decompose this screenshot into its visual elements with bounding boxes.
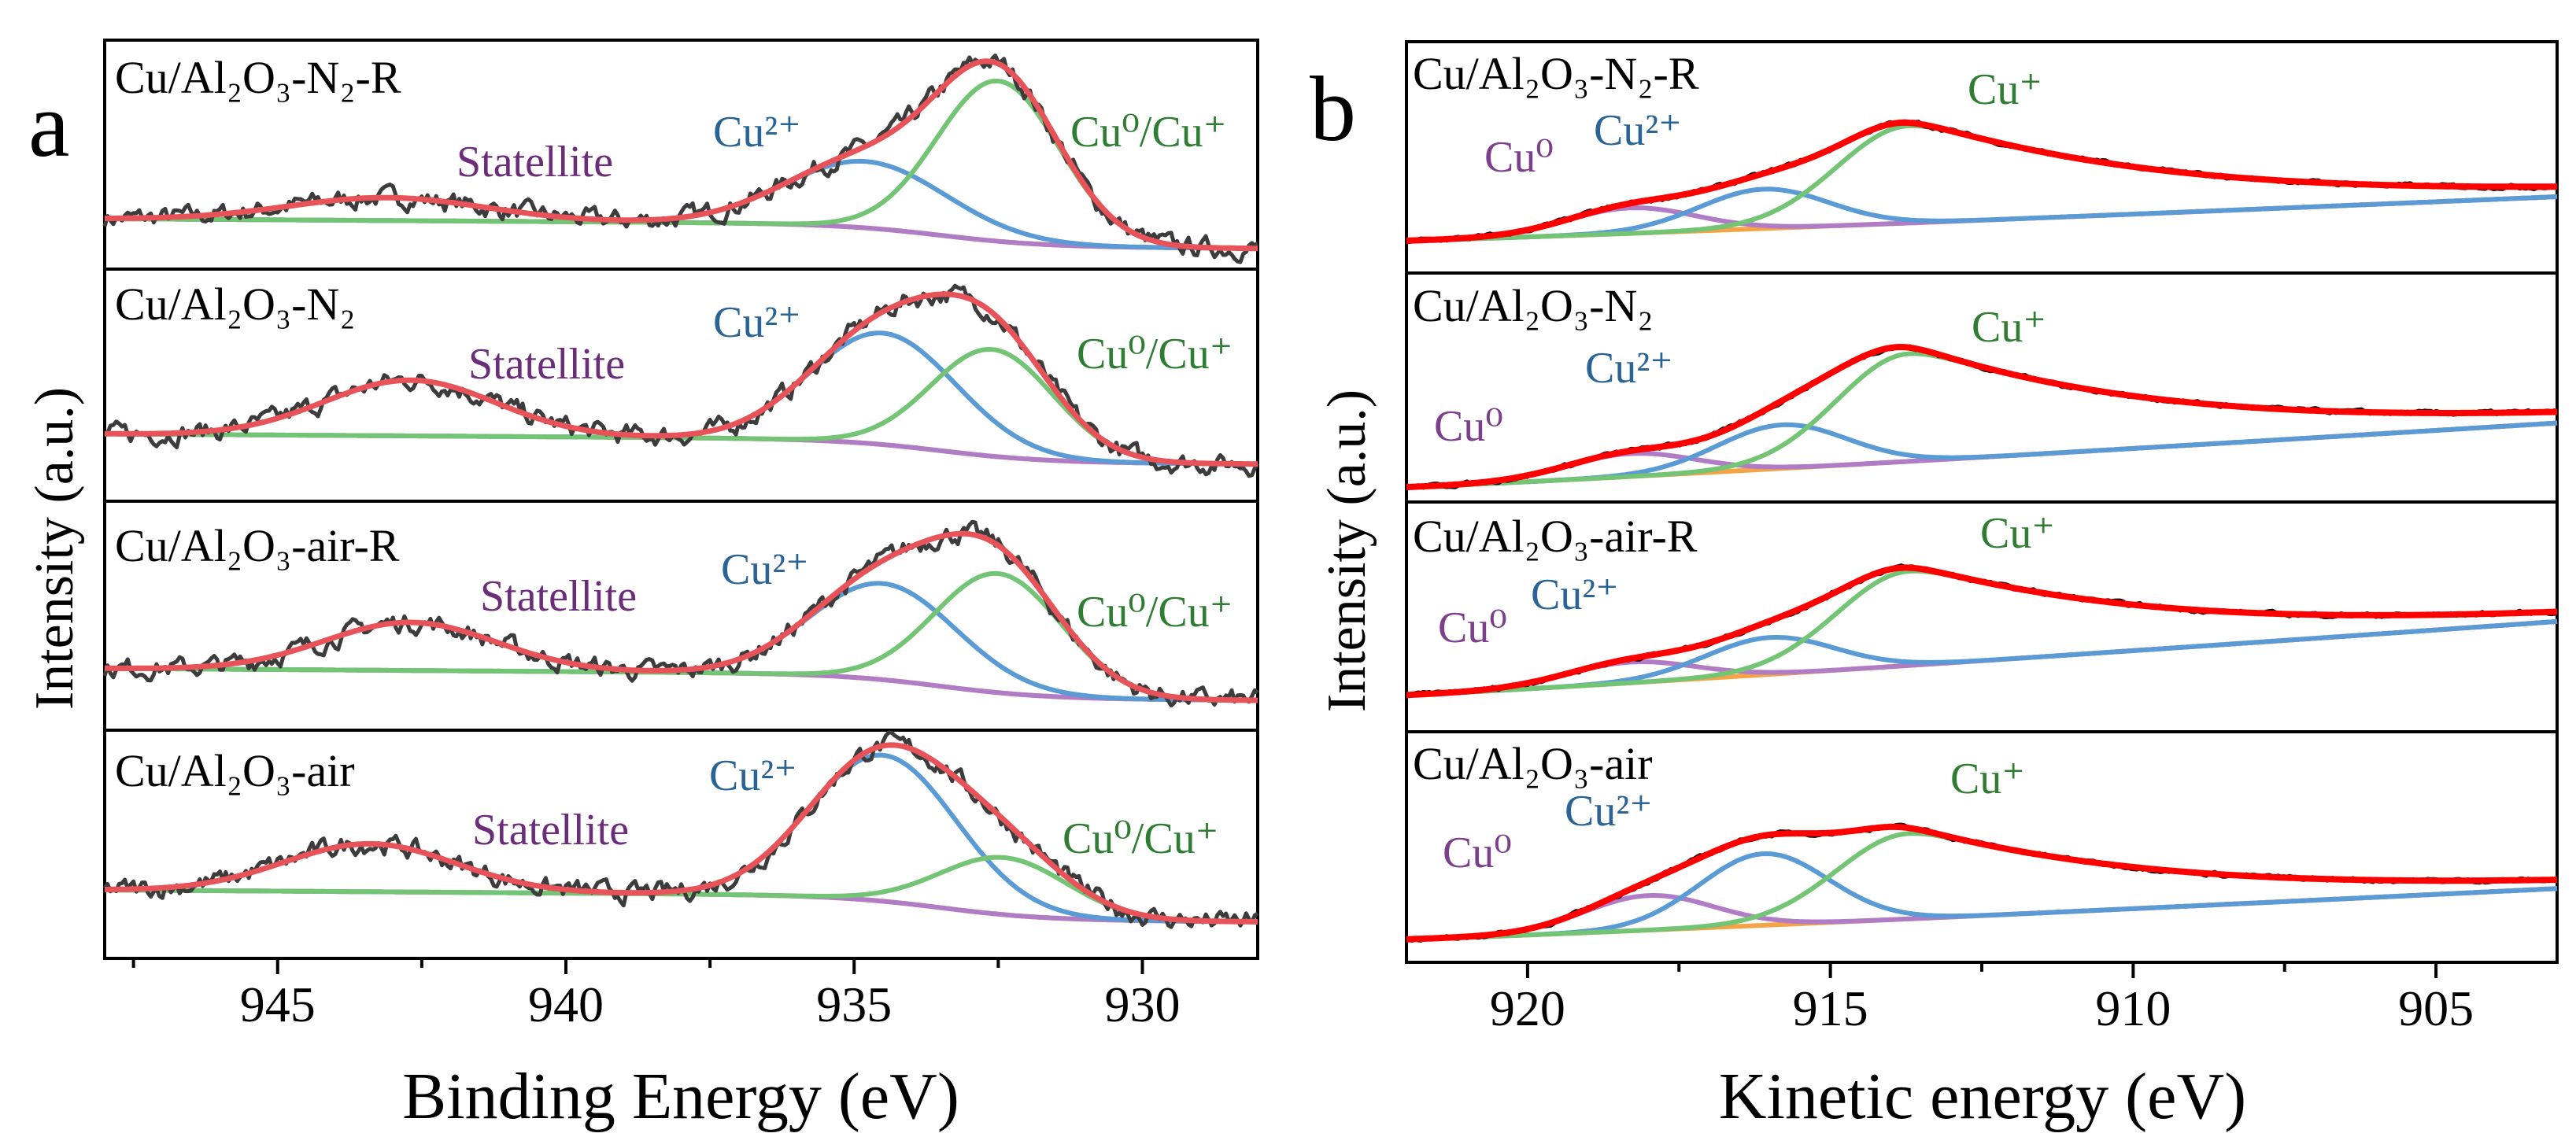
fit-envelope-curve (1406, 564, 2558, 699)
panel-letter-a: a (28, 73, 70, 176)
fit-envelope-curve (105, 58, 1258, 252)
x-tick-label: 945 (240, 976, 316, 1032)
sample-label: Cu/Al₂O₃-N₂ (115, 279, 356, 330)
sample-label: Cu/Al₂O₃-air (1413, 738, 1653, 789)
x-tick-label: 910 (2095, 980, 2171, 1036)
y-axis-title-b: Intensity (a.u.) (1317, 389, 1377, 713)
x-tick-label: 935 (816, 976, 892, 1032)
x-tick-label: 930 (1105, 976, 1181, 1032)
fit-envelope-curve (1406, 343, 2557, 490)
x-axis-title-b: Kinetic energy (eV) (1718, 1060, 2247, 1133)
sample-label: Cu/Al₂O₃-air-R (115, 520, 400, 571)
component-label: Cu⁰ (1438, 604, 1507, 652)
fit-envelope-curve (1406, 823, 2558, 943)
x-tick-label: 940 (528, 976, 604, 1032)
component-curve-2 (105, 346, 1258, 467)
sample-label: Cu/Al₂O₃-N₂-R (115, 52, 401, 103)
component-label: Cu⁺ (1950, 755, 2025, 803)
sample-label: Cu/Al₂O₃-N₂-R (1413, 48, 1699, 99)
component-label: Cu⁰/Cu⁺ (1077, 330, 1233, 378)
component-curve-2 (105, 78, 1258, 251)
component-curve-2 (105, 855, 1258, 925)
fit-envelope-curve (1406, 119, 2557, 244)
component-label: Cu⁺ (1968, 65, 2042, 114)
panel-letter-b: b (1310, 57, 1356, 161)
component-label: Cu⁰/Cu⁺ (1070, 108, 1227, 157)
raw-data-curve (103, 283, 1260, 478)
sample-label: Cu/Al₂O₃-N₂ (1413, 280, 1654, 331)
component-label: Cu²⁺ (1594, 106, 1682, 155)
y-axis-title-a: Intensity (a.u.) (24, 386, 85, 711)
component-label: Cu⁰ (1434, 402, 1503, 451)
component-label: Cu⁰ (1484, 133, 1554, 182)
fit-envelope-curve (105, 742, 1258, 925)
x-tick-label: 905 (2398, 980, 2474, 1036)
component-label: Cu⁰ (1443, 829, 1512, 877)
component-label: Statellite (472, 806, 630, 855)
x-tick-label: 915 (1793, 980, 1868, 1036)
x-axis-title-a: Binding Energy (eV) (402, 1060, 959, 1133)
component-label: Cu⁺ (1980, 509, 2055, 558)
component-curve-2 (1406, 351, 2557, 490)
fit-envelope-curve (105, 291, 1258, 467)
component-curve-1 (1406, 851, 2558, 942)
sample-label: Cu/Al₂O₃-air (115, 745, 355, 796)
component-label: Statellite (480, 572, 638, 621)
component-label: Cu²⁺ (713, 298, 801, 347)
component-label: Statellite (456, 138, 614, 186)
component-label: Cu²⁺ (1565, 787, 1653, 836)
component-label: Cu²⁺ (1585, 344, 1673, 393)
component-label: Cu⁰/Cu⁺ (1063, 814, 1219, 863)
sample-label: Cu/Al₂O₃-air-R (1413, 511, 1698, 562)
fit-envelope-curve (105, 530, 1258, 703)
component-label: Cu²⁺ (713, 108, 801, 157)
panel-frame (103, 729, 1259, 960)
component-label: Statellite (468, 340, 626, 389)
component-label: Cu⁺ (1972, 303, 2046, 352)
component-label: Cu⁰/Cu⁺ (1077, 588, 1233, 637)
component-label: Cu²⁺ (721, 545, 809, 594)
component-label: Cu²⁺ (1531, 570, 1619, 619)
x-tick-label: 920 (1490, 980, 1565, 1036)
component-label: Cu²⁺ (709, 751, 797, 800)
component-curve-2 (1406, 831, 2558, 942)
